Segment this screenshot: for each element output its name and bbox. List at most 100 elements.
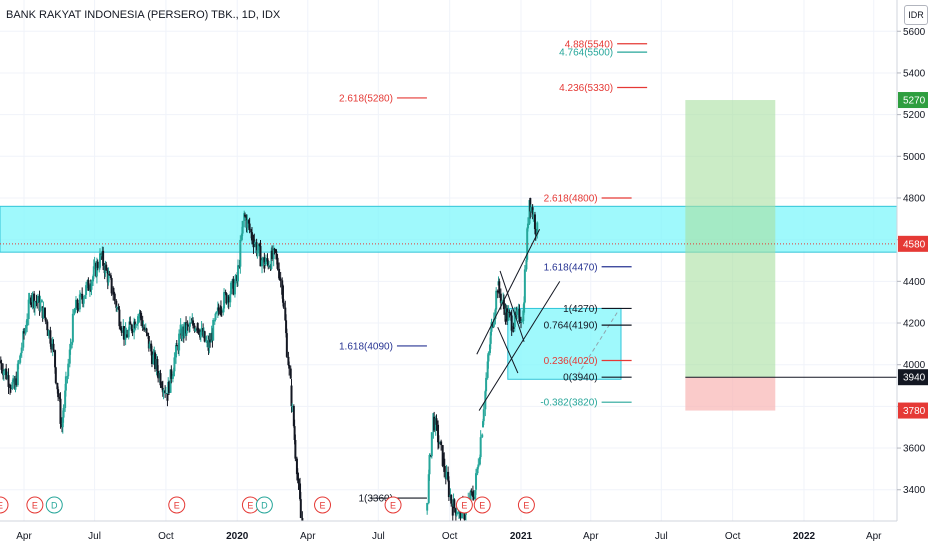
- candle-body: [447, 480, 450, 498]
- time-tick-label: Jul: [655, 531, 668, 542]
- event-marker: [473, 496, 491, 514]
- candle-body: [213, 319, 216, 321]
- candle-body: [43, 307, 46, 318]
- price-tick-label: 4200: [903, 319, 926, 330]
- candle-body: [147, 333, 150, 336]
- time-tick-label: Oct: [442, 531, 458, 542]
- candle-body: [276, 257, 279, 269]
- candle-body: [426, 502, 429, 511]
- candle-body: [257, 244, 260, 251]
- candle-body: [222, 308, 225, 313]
- price-tick-label: 4400: [903, 277, 926, 288]
- candle-body: [518, 309, 521, 322]
- candle-body: [264, 258, 267, 265]
- candle-body: [192, 320, 195, 326]
- candle-body: [275, 249, 277, 254]
- candle-body: [12, 378, 15, 382]
- candle-body: [526, 223, 529, 229]
- candle-body: [102, 250, 105, 266]
- candle-body: [199, 331, 202, 338]
- candle-body: [128, 321, 131, 330]
- candle-body: [488, 344, 491, 353]
- event-marker-label: D: [261, 501, 268, 511]
- candle-body: [295, 458, 298, 475]
- candle-body: [20, 347, 23, 354]
- candle-body: [445, 471, 448, 479]
- candle-body: [494, 309, 497, 319]
- candle-body: [499, 293, 502, 303]
- candle-body: [443, 458, 446, 472]
- candle-body: [67, 363, 70, 377]
- candle-body: [95, 261, 98, 277]
- candle-body: [293, 426, 296, 440]
- currency-badge[interactable]: IDR: [904, 5, 928, 25]
- candle-body: [498, 281, 501, 294]
- candle-body: [76, 299, 79, 309]
- candle-body: [261, 257, 264, 261]
- candle-body: [528, 200, 531, 224]
- candle-body: [150, 343, 153, 352]
- candle-body: [292, 405, 295, 427]
- fib-label: 1(3360): [358, 494, 392, 505]
- candle-body: [0, 360, 2, 363]
- candle-body: [453, 499, 456, 509]
- candle-body: [531, 207, 534, 218]
- candle-body: [428, 454, 431, 475]
- candle-body: [131, 330, 134, 333]
- candle-body: [9, 386, 12, 388]
- candle-body: [489, 331, 492, 344]
- candle-body: [140, 312, 143, 321]
- candle-body: [250, 230, 253, 233]
- candle-body: [523, 269, 526, 303]
- candle-body: [469, 491, 472, 504]
- candle-body: [299, 483, 302, 500]
- candle-body: [223, 292, 226, 309]
- candle-body: [110, 278, 113, 294]
- candle-body: [123, 326, 126, 340]
- candle-body: [23, 331, 26, 334]
- candle-body: [120, 330, 123, 333]
- candle-body: [107, 274, 110, 283]
- time-tick-label: Apr: [866, 531, 882, 542]
- candle-body: [156, 359, 159, 371]
- price-label-tag: [898, 369, 928, 386]
- candle-body: [495, 290, 498, 310]
- candle-body: [433, 416, 436, 431]
- candle-body: [427, 474, 430, 503]
- candle-body: [78, 294, 81, 310]
- candle-body: [534, 229, 537, 235]
- candle-body: [273, 248, 276, 250]
- candle-body: [470, 491, 473, 493]
- candle-body: [44, 317, 47, 322]
- candle-body: [239, 239, 242, 267]
- candle-body: [117, 307, 120, 310]
- fib-label: 0(3940): [563, 373, 597, 384]
- price-tick-label: 3400: [903, 485, 926, 496]
- candle-body: [183, 322, 186, 337]
- candle-body: [479, 437, 482, 458]
- candle-body: [437, 442, 440, 445]
- candle-body: [504, 309, 507, 322]
- event-marker: [517, 496, 535, 514]
- fib-label: 2.618(4800): [544, 193, 598, 204]
- candle-body: [232, 279, 235, 295]
- candle-body: [481, 434, 484, 438]
- candle-body: [0, 362, 3, 370]
- event-marker: [314, 496, 332, 514]
- candle-body: [500, 301, 503, 303]
- candle-body: [161, 387, 164, 393]
- candle-body: [525, 259, 528, 270]
- event-marker: [0, 496, 9, 514]
- candle-body: [509, 312, 512, 316]
- time-tick-label: Apr: [300, 531, 316, 542]
- candle-body: [71, 341, 74, 345]
- candle-body: [84, 294, 87, 299]
- candle-body: [81, 293, 84, 300]
- candle-body: [126, 334, 129, 338]
- fib-label: 4.88(5540): [565, 39, 613, 50]
- candle-body: [68, 349, 71, 364]
- stop-box: [685, 377, 776, 411]
- candle-body: [166, 393, 169, 401]
